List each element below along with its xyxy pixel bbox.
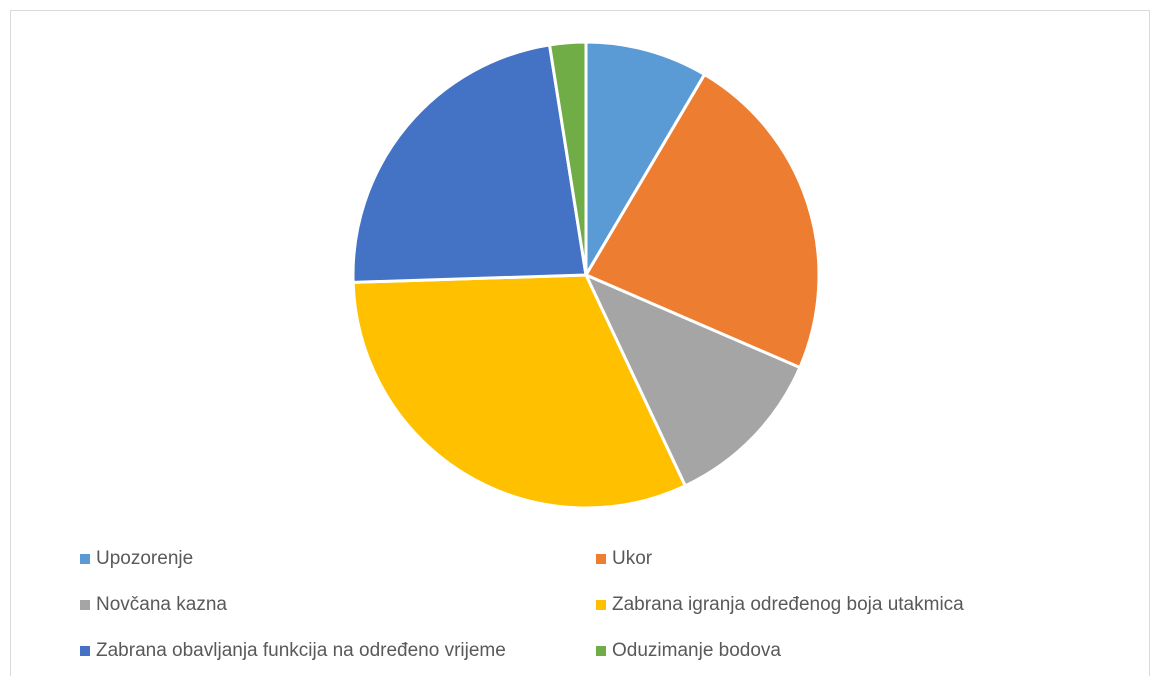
legend-label: Zabrana igranja određenog boja utakmica <box>612 594 964 615</box>
legend-label: Upozorenje <box>96 548 194 569</box>
pie-slice-4 <box>351 273 688 510</box>
legend-swatch <box>80 600 90 610</box>
pie-slice-6 <box>547 40 588 276</box>
legend-swatch <box>596 554 606 564</box>
pie-slice-3 <box>582 272 802 488</box>
legend-label: Oduzimanje bodova <box>612 640 781 661</box>
legend-swatch <box>596 646 606 656</box>
legend-item: Upozorenje <box>80 548 193 570</box>
legend-item: Oduzimanje bodova <box>596 640 781 662</box>
pie-slice-2 <box>583 72 821 370</box>
legend-label: Ukor <box>612 548 653 569</box>
legend-item: Zabrana igranja određenog boja utakmica <box>596 594 964 616</box>
pie-slice-5 <box>351 43 588 284</box>
legend-label: Zabrana obavljanja funkcija na određeno … <box>96 640 506 661</box>
legend-swatch <box>80 646 90 656</box>
pie-slice-1 <box>584 40 707 281</box>
legend-swatch <box>596 600 606 610</box>
legend-item: Zabrana obavljanja funkcija na određeno … <box>80 640 506 662</box>
legend-swatch <box>80 554 90 564</box>
legend-item: Novčana kazna <box>80 594 227 616</box>
legend-label: Novčana kazna <box>96 594 227 615</box>
legend-item: Ukor <box>596 548 652 570</box>
